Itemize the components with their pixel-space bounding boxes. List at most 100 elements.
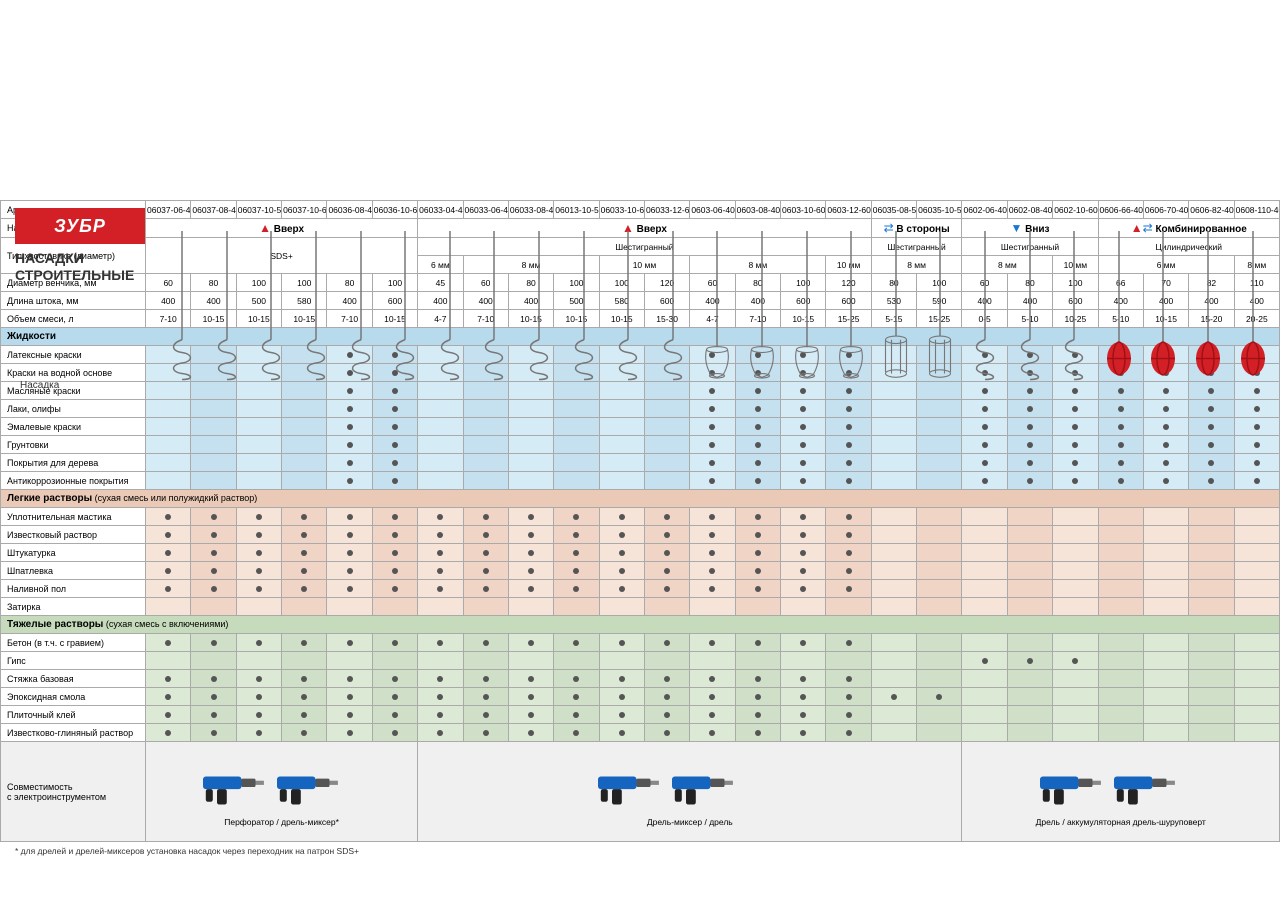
compat-cell	[735, 418, 780, 436]
compat-cell	[644, 526, 689, 544]
compat-cell	[1189, 562, 1234, 580]
compat-cell	[1098, 400, 1143, 418]
compat-cell	[146, 634, 191, 652]
compat-cell	[962, 436, 1007, 454]
compat-cell	[372, 598, 417, 616]
compat-cell	[146, 400, 191, 418]
compat-cell	[917, 670, 962, 688]
label-rod-len: Длина штока, мм	[1, 292, 146, 310]
compat-cell	[1143, 472, 1188, 490]
compat-cell	[962, 526, 1007, 544]
compat-cell	[1053, 454, 1098, 472]
compat-cell	[871, 472, 916, 490]
compat-cell	[1007, 508, 1052, 526]
compat-cell	[554, 598, 599, 616]
compat-cell	[1098, 436, 1143, 454]
compat-cell	[1143, 598, 1188, 616]
compat-cell	[554, 526, 599, 544]
compat-cell	[1189, 544, 1234, 562]
compat-cell	[327, 508, 372, 526]
compat-cell	[1098, 454, 1143, 472]
compat-cell	[146, 652, 191, 670]
compat-cell	[1053, 598, 1098, 616]
compat-cell	[690, 670, 735, 688]
compat-cell	[871, 598, 916, 616]
material-label: Эпоксидная смола	[1, 688, 146, 706]
compat-cell	[418, 508, 463, 526]
compat-cell	[463, 472, 508, 490]
compat-cell	[1053, 580, 1098, 598]
compat-cell	[191, 400, 236, 418]
compat-cell	[826, 562, 871, 580]
compat-cell	[463, 706, 508, 724]
compat-cell	[1234, 472, 1279, 490]
compat-cell	[871, 670, 916, 688]
compat-cell	[871, 724, 916, 742]
compat-cell	[871, 562, 916, 580]
compat-cell	[1143, 454, 1188, 472]
mixer-illustration	[294, 205, 339, 400]
compat-cell	[690, 400, 735, 418]
compat-cell	[599, 688, 644, 706]
compat-cell	[372, 652, 417, 670]
compat-cell	[781, 436, 826, 454]
mixer-illustration	[829, 205, 874, 400]
title-line2: СТРОИТЕЛЬНЫЕ	[15, 267, 134, 283]
compat-cell	[735, 670, 780, 688]
compat-cell	[146, 544, 191, 562]
compat-cell	[1143, 688, 1188, 706]
compat-cell	[1053, 436, 1098, 454]
compat-cell	[463, 634, 508, 652]
mixer-illustration	[472, 205, 517, 400]
compat-cell	[917, 580, 962, 598]
compat-cell	[735, 634, 780, 652]
compat-cell	[1098, 526, 1143, 544]
compat-cell	[1007, 652, 1052, 670]
compat-cell	[735, 454, 780, 472]
compat-cell	[372, 724, 417, 742]
compat-cell	[508, 706, 553, 724]
compat-cell	[917, 436, 962, 454]
compat-cell	[826, 688, 871, 706]
compat-cell	[282, 652, 327, 670]
compat-cell	[781, 670, 826, 688]
compat-cell	[917, 526, 962, 544]
compat-cell	[372, 670, 417, 688]
compat-cell	[508, 724, 553, 742]
compat-cell	[554, 706, 599, 724]
label-compat: Совместимостьс электроинструментом	[1, 742, 146, 842]
compat-cell	[917, 598, 962, 616]
compat-cell	[1143, 670, 1188, 688]
compat-cell	[1007, 688, 1052, 706]
mixer-illustration	[1096, 205, 1141, 400]
compat-cell	[146, 454, 191, 472]
title-line1: НАСАДКИ	[15, 250, 84, 266]
compat-cell	[508, 418, 553, 436]
compat-cell	[917, 562, 962, 580]
compat-cell	[1007, 562, 1052, 580]
compat-cell	[1234, 418, 1279, 436]
compat-cell	[282, 688, 327, 706]
mixer-illustration	[428, 205, 473, 400]
compat-cell	[1098, 688, 1143, 706]
compat-cell	[962, 598, 1007, 616]
mixer-illustration	[160, 205, 205, 400]
compat-cell	[962, 706, 1007, 724]
compat-cell	[508, 472, 553, 490]
compat-cell	[599, 508, 644, 526]
compat-cell	[1098, 418, 1143, 436]
compat-cell	[282, 598, 327, 616]
compat-cell	[1189, 634, 1234, 652]
compat-cell	[282, 454, 327, 472]
compat-cell	[236, 472, 281, 490]
compat-cell	[826, 508, 871, 526]
compat-cell	[236, 400, 281, 418]
compat-cell	[917, 688, 962, 706]
compat-cell	[871, 436, 916, 454]
compat-cell	[282, 634, 327, 652]
compat-cell	[554, 544, 599, 562]
compat-cell	[146, 508, 191, 526]
compat-cell	[1189, 580, 1234, 598]
compat-cell	[1189, 688, 1234, 706]
compat-cell	[1098, 634, 1143, 652]
